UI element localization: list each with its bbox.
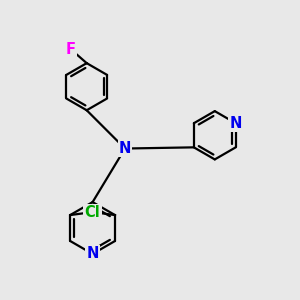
Text: Cl: Cl — [85, 205, 101, 220]
Text: F: F — [65, 41, 76, 56]
Text: N: N — [230, 116, 242, 131]
Text: N: N — [86, 246, 99, 261]
Text: N: N — [119, 141, 131, 156]
Text: Cl: Cl — [84, 205, 100, 220]
